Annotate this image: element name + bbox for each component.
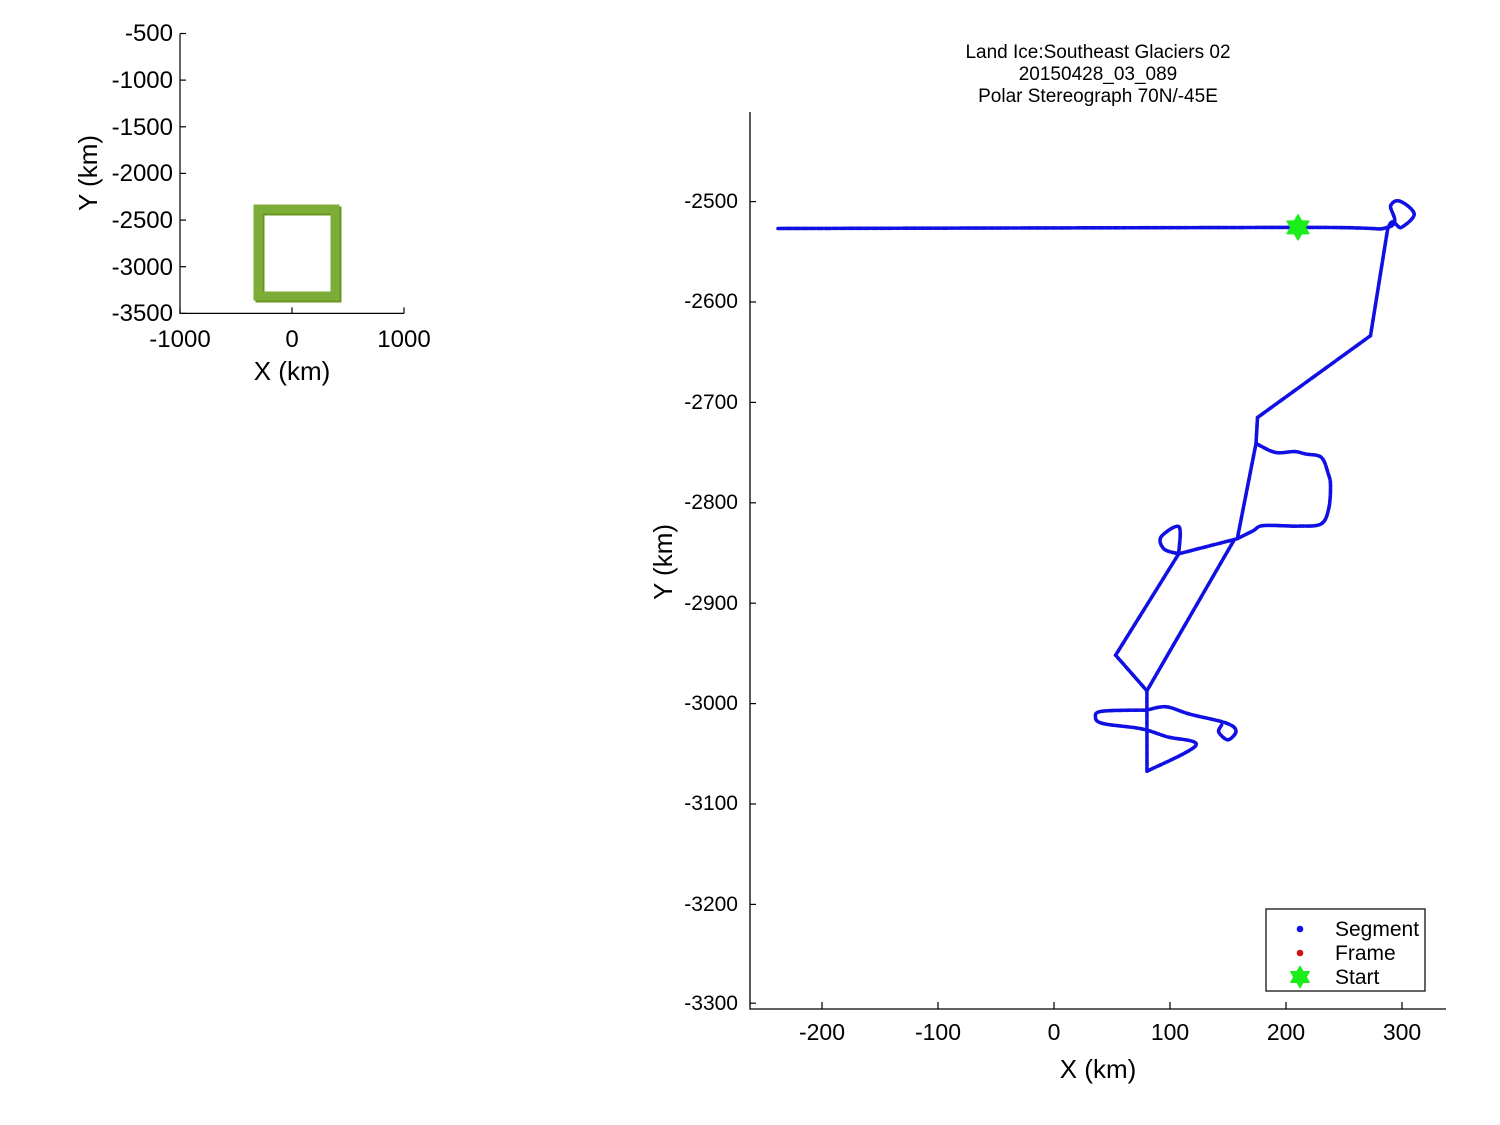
svg-text:X (km): X (km) bbox=[1060, 1054, 1137, 1084]
svg-text:-2600: -2600 bbox=[684, 290, 738, 313]
svg-text:-3000: -3000 bbox=[112, 254, 173, 281]
svg-text:-3300: -3300 bbox=[684, 992, 738, 1015]
svg-text:-3100: -3100 bbox=[684, 792, 738, 815]
svg-text:-2500: -2500 bbox=[684, 190, 738, 213]
svg-text:-3500: -3500 bbox=[112, 300, 173, 327]
svg-text:-1000: -1000 bbox=[112, 67, 173, 94]
svg-text:0: 0 bbox=[285, 326, 298, 353]
svg-text:-2500: -2500 bbox=[112, 207, 173, 234]
svg-text:-1500: -1500 bbox=[112, 114, 173, 141]
svg-text:0: 0 bbox=[1048, 1019, 1061, 1045]
svg-text:-2800: -2800 bbox=[684, 491, 738, 514]
svg-text:100: 100 bbox=[1151, 1019, 1189, 1045]
svg-text:X (km): X (km) bbox=[254, 356, 331, 386]
svg-text:-1000: -1000 bbox=[149, 326, 210, 353]
svg-text:200: 200 bbox=[1267, 1019, 1305, 1045]
svg-text:Y (km): Y (km) bbox=[648, 524, 678, 600]
svg-text:-100: -100 bbox=[915, 1019, 961, 1045]
svg-text:-2900: -2900 bbox=[684, 592, 738, 615]
svg-text:Segment: Segment bbox=[1335, 918, 1419, 941]
svg-text:Frame: Frame bbox=[1335, 942, 1396, 965]
svg-text:300: 300 bbox=[1383, 1019, 1421, 1045]
svg-text:-3200: -3200 bbox=[684, 893, 738, 916]
svg-text:1000: 1000 bbox=[377, 326, 430, 353]
svg-text:Y (km): Y (km) bbox=[73, 135, 103, 211]
svg-text:-200: -200 bbox=[799, 1019, 845, 1045]
svg-text:-2000: -2000 bbox=[112, 160, 173, 187]
svg-text:Land Ice:Southeast Glaciers 0: Land Ice:Southeast Glaciers 02 bbox=[965, 42, 1230, 63]
svg-text:Polar Stereograph 70N/-45E: Polar Stereograph 70N/-45E bbox=[978, 86, 1218, 107]
svg-text:-500: -500 bbox=[125, 20, 173, 47]
svg-text:Start: Start bbox=[1335, 966, 1380, 989]
svg-text:-3000: -3000 bbox=[684, 692, 738, 715]
svg-text:20150428_03_089: 20150428_03_089 bbox=[1019, 64, 1178, 85]
svg-text:-2700: -2700 bbox=[684, 391, 738, 414]
